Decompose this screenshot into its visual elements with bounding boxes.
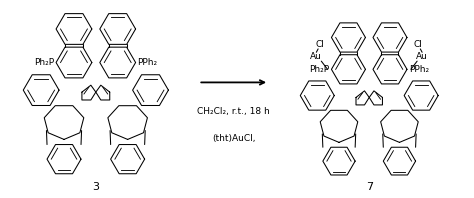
Text: Cl: Cl [316, 40, 325, 50]
Text: Ph₂P: Ph₂P [34, 58, 54, 67]
Text: Cl: Cl [414, 40, 423, 50]
Text: Ph₂P: Ph₂P [310, 65, 329, 74]
Text: CH₂Cl₂, r.t., 18 h: CH₂Cl₂, r.t., 18 h [197, 107, 270, 116]
Text: PPh₂: PPh₂ [137, 58, 158, 67]
Text: 3: 3 [92, 182, 100, 192]
Text: (tht)AuCl,: (tht)AuCl, [212, 133, 255, 143]
Text: PPh₂: PPh₂ [409, 65, 429, 74]
Text: 7: 7 [365, 182, 373, 192]
Text: Au: Au [310, 52, 322, 61]
Text: Au: Au [416, 52, 428, 61]
